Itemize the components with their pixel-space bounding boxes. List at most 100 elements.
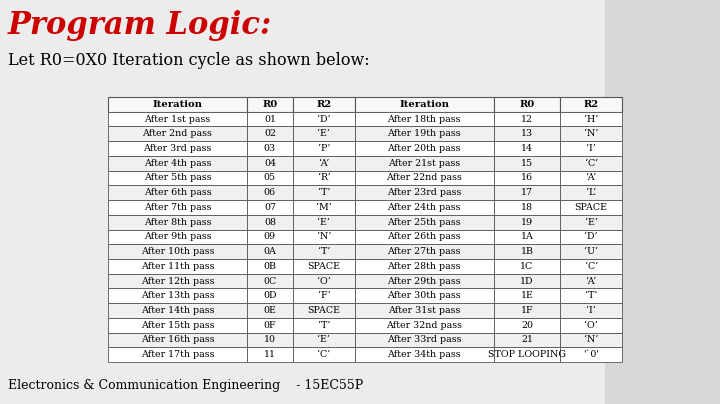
- Text: ‘C’: ‘C’: [585, 159, 598, 168]
- Text: After 19th pass: After 19th pass: [387, 129, 461, 138]
- Text: After 1st pass: After 1st pass: [144, 115, 210, 124]
- Text: ‘U’: ‘U’: [584, 247, 598, 256]
- Text: 1B: 1B: [521, 247, 534, 256]
- Text: After 29th pass: After 29th pass: [387, 276, 461, 286]
- Text: 08: 08: [264, 218, 276, 227]
- Text: After 26th pass: After 26th pass: [387, 232, 461, 241]
- Text: 02: 02: [264, 129, 276, 138]
- Text: 0C: 0C: [264, 276, 276, 286]
- Text: ‘T’: ‘T’: [318, 188, 330, 197]
- Bar: [108, 229, 247, 244]
- Bar: [560, 332, 622, 347]
- Bar: [293, 97, 355, 112]
- Text: 0B: 0B: [264, 262, 276, 271]
- Text: ‘O’: ‘O’: [317, 276, 330, 286]
- Text: 0A: 0A: [264, 247, 276, 256]
- Text: After 17th pass: After 17th pass: [140, 350, 214, 359]
- Text: After 10th pass: After 10th pass: [140, 247, 214, 256]
- Bar: [493, 229, 560, 244]
- Bar: [493, 288, 560, 303]
- Text: After 12th pass: After 12th pass: [140, 276, 214, 286]
- Bar: [560, 170, 622, 185]
- Bar: [355, 318, 493, 332]
- Bar: [108, 303, 247, 318]
- Text: After 34th pass: After 34th pass: [387, 350, 461, 359]
- Text: After 14th pass: After 14th pass: [140, 306, 214, 315]
- Bar: [108, 318, 247, 332]
- Text: After 25th pass: After 25th pass: [387, 218, 461, 227]
- Text: '`0': '`0': [583, 350, 599, 359]
- Bar: [355, 244, 493, 259]
- Text: After 3rd pass: After 3rd pass: [143, 144, 212, 153]
- Text: 1C: 1C: [521, 262, 534, 271]
- Text: 1D: 1D: [520, 276, 534, 286]
- Text: 13: 13: [521, 129, 533, 138]
- Bar: [355, 112, 493, 126]
- Text: ‘O’: ‘O’: [585, 321, 598, 330]
- Bar: [355, 288, 493, 303]
- Text: After 31st pass: After 31st pass: [388, 306, 460, 315]
- Text: 04: 04: [264, 159, 276, 168]
- Text: Program Logic:: Program Logic:: [8, 10, 272, 41]
- Text: SPACE: SPACE: [307, 262, 341, 271]
- Bar: [293, 126, 355, 141]
- Text: 16: 16: [521, 173, 533, 183]
- Text: After 27th pass: After 27th pass: [387, 247, 461, 256]
- Bar: [560, 259, 622, 274]
- Bar: [293, 215, 355, 229]
- Bar: [560, 156, 622, 170]
- Text: ‘N’: ‘N’: [584, 129, 598, 138]
- Bar: [247, 97, 293, 112]
- Text: After 6th pass: After 6th pass: [143, 188, 211, 197]
- Text: After 4th pass: After 4th pass: [143, 159, 211, 168]
- Text: After 7th pass: After 7th pass: [143, 203, 211, 212]
- Bar: [493, 200, 560, 215]
- Text: After 9th pass: After 9th pass: [143, 232, 211, 241]
- Text: 03: 03: [264, 144, 276, 153]
- Text: R0: R0: [519, 100, 534, 109]
- Bar: [247, 156, 293, 170]
- Bar: [247, 112, 293, 126]
- Text: 0F: 0F: [264, 321, 276, 330]
- Bar: [355, 259, 493, 274]
- Text: ‘A’: ‘A’: [586, 173, 596, 183]
- Bar: [493, 303, 560, 318]
- Text: After 2nd pass: After 2nd pass: [143, 129, 212, 138]
- Bar: [560, 112, 622, 126]
- Bar: [560, 274, 622, 288]
- Text: 17: 17: [521, 188, 533, 197]
- Bar: [560, 318, 622, 332]
- Bar: [560, 303, 622, 318]
- Text: ‘D’: ‘D’: [585, 232, 598, 241]
- Text: After 16th pass: After 16th pass: [140, 335, 215, 345]
- Text: After 5th pass: After 5th pass: [143, 173, 211, 183]
- Bar: [0, 0, 605, 404]
- Text: 09: 09: [264, 232, 276, 241]
- Text: 10: 10: [264, 335, 276, 345]
- Text: ‘M’: ‘M’: [316, 203, 332, 212]
- Text: ‘H’: ‘H’: [584, 115, 598, 124]
- Bar: [493, 244, 560, 259]
- Bar: [355, 215, 493, 229]
- Bar: [293, 112, 355, 126]
- Bar: [247, 288, 293, 303]
- Bar: [493, 347, 560, 362]
- Bar: [293, 347, 355, 362]
- Bar: [293, 200, 355, 215]
- Bar: [493, 126, 560, 141]
- Bar: [293, 318, 355, 332]
- Text: ‘E’: ‘E’: [585, 218, 598, 227]
- Bar: [247, 229, 293, 244]
- Bar: [108, 259, 247, 274]
- Text: 20: 20: [521, 321, 533, 330]
- Text: R2: R2: [584, 100, 599, 109]
- Bar: [247, 215, 293, 229]
- Bar: [355, 97, 493, 112]
- Bar: [560, 97, 622, 112]
- Text: ‘T’: ‘T’: [318, 247, 330, 256]
- Bar: [493, 97, 560, 112]
- Bar: [355, 303, 493, 318]
- Bar: [493, 259, 560, 274]
- Text: After 15th pass: After 15th pass: [140, 321, 215, 330]
- Bar: [108, 156, 247, 170]
